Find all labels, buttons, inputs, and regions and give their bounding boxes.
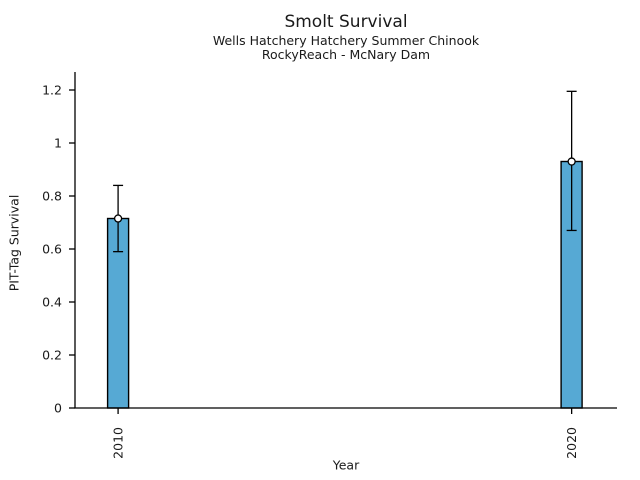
y-tick-label: 1 <box>54 135 62 150</box>
y-tick-label: 0.4 <box>42 294 62 309</box>
x-tick-label: 2010 <box>111 427 126 459</box>
marker-2020 <box>567 157 576 166</box>
x-axis-label: Year <box>332 457 360 473</box>
y-tick-label: 0 <box>54 400 62 415</box>
y-tick-label: 0.2 <box>42 347 62 362</box>
x-tick-label: 2020 <box>564 427 579 459</box>
marker-2010 <box>113 214 123 223</box>
y-tick-label: 0.6 <box>42 241 62 256</box>
chart-subtitle-line2: RockyReach - McNary Dam <box>261 47 431 62</box>
chart-title: Smolt Survival <box>284 12 408 32</box>
y-tick-label: 0.8 <box>42 188 62 203</box>
y-tick-label: 1.2 <box>42 82 62 97</box>
y-axis-label: PIT-Tag Survival <box>6 194 22 292</box>
chart-subtitle-line1: Wells Hatchery Hatchery Summer Chinook <box>212 33 480 48</box>
